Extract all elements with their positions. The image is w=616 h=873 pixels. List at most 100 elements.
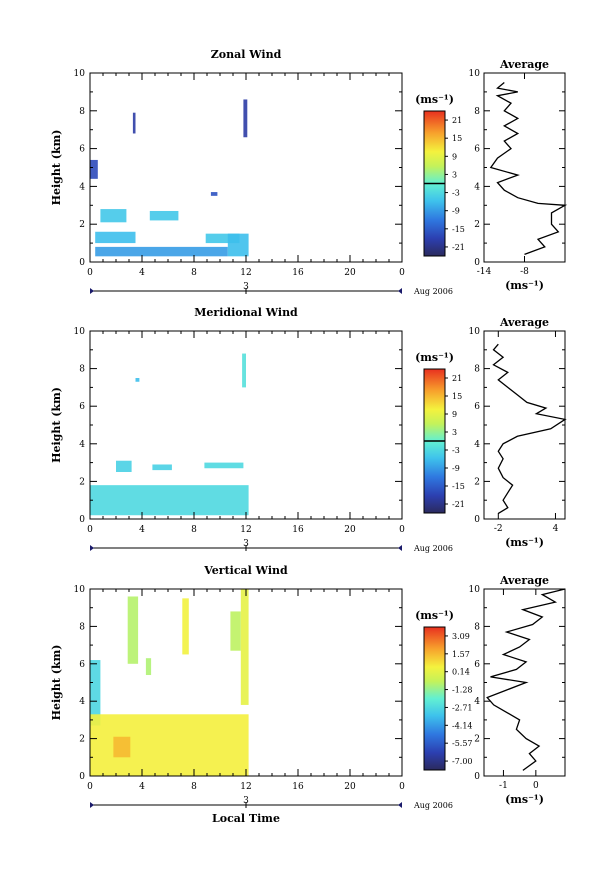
x-tick-label: 0 [87,782,93,792]
data-block [116,460,132,472]
x-tick-label: 16 [292,268,304,278]
avg-y-tick-label: 8 [474,622,480,632]
colorbar-tick-label: 21 [452,116,462,125]
data-block [152,464,172,471]
x-tick-label: 0 [87,268,93,278]
date-bar-start-marker [90,545,94,551]
data-block [90,660,101,726]
average-profile-line [492,343,567,514]
data-block [127,596,139,664]
data-block [205,233,240,244]
data-block [204,462,244,469]
y-tick-label: 4 [79,697,85,707]
colorbar-tick-label: -21 [452,243,465,252]
data-block [182,598,189,655]
colorbar [423,626,446,771]
avg-y-tick-label: 10 [469,69,481,79]
avg-y-tick-label: 0 [474,515,480,525]
y-tick-label: 8 [79,622,85,632]
colorbar-unit: (ms⁻¹) [415,93,454,106]
date-label: Aug 2006 [413,544,453,553]
data-block [90,159,98,179]
average-title: Average [499,58,549,71]
data-block [227,233,249,257]
y-axis-label: Height (km) [50,387,63,463]
colorbar-tick-label: 15 [452,392,462,401]
date-bar-start-marker [90,802,94,808]
date-bar-end-marker [398,545,402,551]
avg-y-tick-label: 10 [469,327,481,337]
day-label: 3 [243,539,249,549]
colorbar-tick-label: 3 [452,428,457,437]
data-block [135,378,140,382]
average-xlabel: (ms⁻¹) [505,536,544,549]
data-block [230,611,241,651]
y-tick-label: 6 [79,660,85,670]
x-tick-label: 8 [191,782,197,792]
y-tick-label: 0 [79,772,85,782]
y-tick-label: 4 [79,182,85,192]
panel-title: Zonal Wind [211,48,282,61]
colorbar-tick-label: -15 [452,482,465,491]
data-block [113,736,131,758]
colorbar-tick-label: -4.14 [452,721,473,730]
average-xlabel: (ms⁻¹) [505,279,544,292]
y-tick-label: 2 [79,735,85,745]
average-profile-line [486,588,566,771]
colorbar-tick-label: -9 [452,207,460,216]
date-bar-end-marker [398,802,402,808]
x-tick-label: 0 [399,525,405,535]
date-bar-start-marker [90,288,94,294]
avg-y-tick-label: 8 [474,107,480,117]
x-tick-label: 0 [87,525,93,535]
colorbar-tick-label: -5.57 [452,739,473,748]
y-tick-label: 6 [79,145,85,155]
x-tick-label: 20 [344,782,356,792]
avg-x-tick-label: -2 [494,524,503,534]
avg-y-tick-label: 4 [474,440,480,450]
colorbar-unit: (ms⁻¹) [415,351,454,364]
avg-y-tick-label: 6 [474,145,480,155]
avg-y-tick-label: 2 [474,735,480,745]
colorbar-tick-label: -2.71 [452,703,473,712]
avg-y-tick-label: 8 [474,365,480,375]
colorbar-tick-label: 15 [452,134,462,143]
y-tick-label: 6 [79,402,85,412]
data-block [95,231,136,244]
y-tick-label: 2 [79,220,85,230]
y-tick-label: 8 [79,365,85,375]
x-tick-label: 16 [292,525,304,535]
x-tick-label: 12 [240,268,251,278]
avg-x-tick-label: -8 [520,267,529,277]
avg-y-tick-label: 4 [474,182,480,192]
x-tick-label: 20 [344,268,356,278]
colorbar-unit: (ms⁻¹) [415,609,454,622]
data-block [95,246,228,257]
colorbar-tick-label: -3 [452,189,460,198]
colorbar-tick-label: -15 [452,225,465,234]
x-tick-label: 12 [240,782,251,792]
y-tick-label: 2 [79,477,85,487]
avg-y-tick-label: 10 [469,585,481,595]
avg-y-tick-label: 4 [474,697,480,707]
x-tick-label: 16 [292,782,304,792]
x-tick-label: 20 [344,525,356,535]
avg-y-tick-label: 2 [474,220,480,230]
avg-y-tick-label: 0 [474,258,480,268]
x-tick-label: 0 [399,782,405,792]
x-tick-label: 8 [191,268,197,278]
panel-title: Vertical Wind [203,564,288,577]
y-tick-label: 10 [74,327,86,337]
colorbar-tick-label: 9 [452,410,457,419]
y-axis-label: Height (km) [50,130,63,206]
x-tick-label: 12 [240,525,251,535]
date-label: Aug 2006 [413,801,453,810]
colorbar-tick-label: 0.14 [452,668,470,677]
y-axis-label: Height (km) [50,645,63,721]
avg-x-tick-label: -14 [477,267,492,277]
colorbar-tick-label: 3.09 [452,632,470,641]
